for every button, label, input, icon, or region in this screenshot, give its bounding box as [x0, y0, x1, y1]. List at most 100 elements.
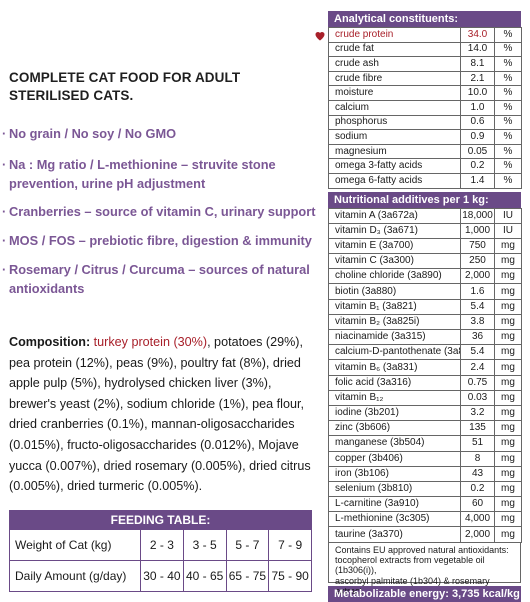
nutrient-row: phosphorus 0.6% — [328, 114, 522, 131]
composition-label: Composition: — [9, 335, 91, 349]
nutrient-unit: IU — [494, 207, 522, 224]
nutrient-value: 34.0 — [460, 27, 495, 43]
benefit-line: prevention, urine pH adjustment — [9, 176, 206, 191]
amount-label: Daily Amount (g/day) — [9, 560, 141, 592]
nutrient-unit: mg — [494, 420, 522, 437]
nutrient-value: 60 — [460, 496, 495, 513]
nutrient-unit: mg — [494, 359, 522, 376]
nutrient-value: 5.4 — [460, 344, 495, 361]
nutrient-name: vitamin A (3a672a) — [328, 207, 461, 224]
weight-cell: 5 - 7 — [225, 529, 270, 561]
nutrient-row: vitamin B₆ (3a831) 2.4 mg — [328, 359, 522, 376]
nutrient-value: 0.6 — [460, 114, 495, 131]
nutrient-value: 1,000 — [460, 222, 495, 239]
weight-cell: 3 - 5 — [182, 529, 227, 561]
nutrition-panel: Analytical constituents: crude protein 34… — [315, 11, 522, 602]
nutrient-name: choline chloride (3a890) — [328, 268, 461, 285]
nutrient-name: calcium — [328, 99, 461, 116]
nutrient-row: vitamin B₂ (3a825i) 3.8 mg — [328, 313, 522, 331]
nutrient-row: vitamin C (3a300) 250 mg — [328, 253, 522, 270]
nutrient-value: 18,000 — [460, 207, 495, 224]
analytical-header: Analytical constituents: — [328, 11, 521, 27]
nutrient-row: zinc (3b606) 135 mg — [328, 420, 522, 437]
nutrient-value: 1.6 — [460, 283, 495, 300]
nutrient-unit: mg — [494, 465, 522, 482]
antioxidants-note: Contains EU approved natural antioxidant… — [328, 542, 521, 596]
benefit-line: Na : Mg ratio / L-methionine – struvite … — [9, 157, 276, 172]
benefit-line: antioxidants — [9, 281, 85, 296]
nutrient-name: folic acid (3a316) — [328, 374, 461, 391]
nutrient-value: 2.1 — [460, 70, 495, 87]
nutrient-value: 2.4 — [460, 359, 495, 376]
nutrient-value: 0.75 — [460, 374, 495, 391]
nutrient-row: vitamin E (3a700) 750 mg — [328, 237, 522, 255]
nutrient-name: iron (3b106) — [328, 465, 461, 482]
nutrient-value: 36 — [460, 329, 495, 346]
note-line: Contains EU approved natural antioxidant… — [335, 544, 509, 555]
nutrient-name: biotin (3a880) — [328, 283, 461, 300]
nutrient-row: vitamin A (3a672a) 18,000 IU — [328, 207, 522, 224]
metabolizable-energy: Metabolizable energy: 3,735 kcal/kg — [328, 585, 521, 602]
benefit-item: · Cranberries – source of vitamin C, uri… — [2, 204, 316, 219]
weight-cell: 7 - 9 — [268, 529, 312, 561]
nutrient-unit: % — [494, 70, 522, 87]
nutrient-name: crude ash — [328, 56, 461, 72]
nutrient-unit: mg — [494, 496, 522, 513]
note-line: tocopherol extracts from vegetable oil (… — [335, 555, 485, 576]
amount-cell: 65 - 75 — [225, 560, 270, 592]
nutrient-unit: mg — [494, 313, 522, 331]
nutrient-value: 0.9 — [460, 129, 495, 145]
nutrient-row: crude fat 14.0% — [328, 41, 522, 58]
nutrient-unit: mg — [494, 480, 522, 498]
weight-cell: 2 - 3 — [140, 529, 184, 561]
additives-table: vitamin A (3a672a) 18,000 IU vitamin D₃ (3a… — [328, 207, 522, 543]
nutrient-unit: % — [494, 114, 522, 131]
nutrient-unit: % — [494, 129, 522, 145]
nutrient-value: 8.1 — [460, 56, 495, 72]
nutrient-name: phosphorus — [328, 114, 461, 131]
nutrient-value: 135 — [460, 420, 495, 437]
nutrient-row: vitamin B₁ (3a821) 5.4 mg — [328, 298, 522, 315]
nutrient-value: 4,000 — [460, 511, 495, 528]
nutrient-value: 1.4 — [460, 172, 495, 189]
feeding-table-title: FEEDING TABLE: — [9, 510, 312, 530]
nutrient-name: manganese (3b504) — [328, 435, 461, 452]
nutrient-row: magnesium 0.05% — [328, 143, 522, 160]
nutrient-row: iron (3b106) 43 mg — [328, 465, 522, 482]
nutrient-row: crude protein 34.0% — [328, 27, 522, 43]
nutrient-name: taurine (3a370) — [328, 526, 461, 543]
nutrient-row: taurine (3a370) 2,000 mg — [328, 526, 522, 543]
nutrient-value: 1.0 — [460, 99, 495, 116]
nutrient-row: L-methionine (3c305) 4,000 mg — [328, 511, 522, 528]
weight-label: Weight of Cat (kg) — [9, 529, 141, 561]
nutrient-name: vitamin B₂ (3a825i) — [328, 313, 461, 331]
nutrient-name: omega 3-fatty acids — [328, 158, 461, 174]
nutrient-name: crude protein — [328, 27, 461, 43]
nutrient-value: 8 — [460, 450, 495, 467]
nutrient-row: folic acid (3a316) 0.75 mg — [328, 374, 522, 391]
nutrient-row: niacinamide (3a315) 36 mg — [328, 329, 522, 346]
nutrient-name: vitamin C (3a300) — [328, 253, 461, 270]
nutrient-unit: mg — [494, 526, 522, 543]
feeding-table: FEEDING TABLE: Weight of Cat (kg) 2 - 3 … — [9, 510, 312, 592]
nutrient-name: selenium (3b810) — [328, 480, 461, 498]
nutrient-unit: mg — [494, 268, 522, 285]
nutrient-name: copper (3b406) — [328, 450, 461, 467]
nutrient-row: crude ash 8.1% — [328, 56, 522, 72]
nutrient-name: L-carnitine (3a910) — [328, 496, 461, 513]
nutrient-name: sodium — [328, 129, 461, 145]
nutrient-unit: mg — [494, 389, 522, 406]
amount-cell: 75 - 90 — [268, 560, 312, 592]
amount-cell: 30 - 40 — [140, 560, 184, 592]
analytical-table: crude protein 34.0% crude fat 14.0% crude as… — [328, 27, 522, 189]
nutrient-row: sodium 0.9% — [328, 129, 522, 145]
nutrient-name: vitamin B₆ (3a831) — [328, 359, 461, 376]
nutrient-name: zinc (3b606) — [328, 420, 461, 437]
nutrient-unit: IU — [494, 222, 522, 239]
nutrient-unit: mg — [494, 298, 522, 315]
nutrient-unit: mg — [494, 329, 522, 346]
nutrient-name: magnesium — [328, 143, 461, 160]
nutrient-value: 0.2 — [460, 480, 495, 498]
benefit-item: · No grain / No soy / No GMO — [2, 126, 177, 141]
nutrient-value: 0.05 — [460, 143, 495, 160]
